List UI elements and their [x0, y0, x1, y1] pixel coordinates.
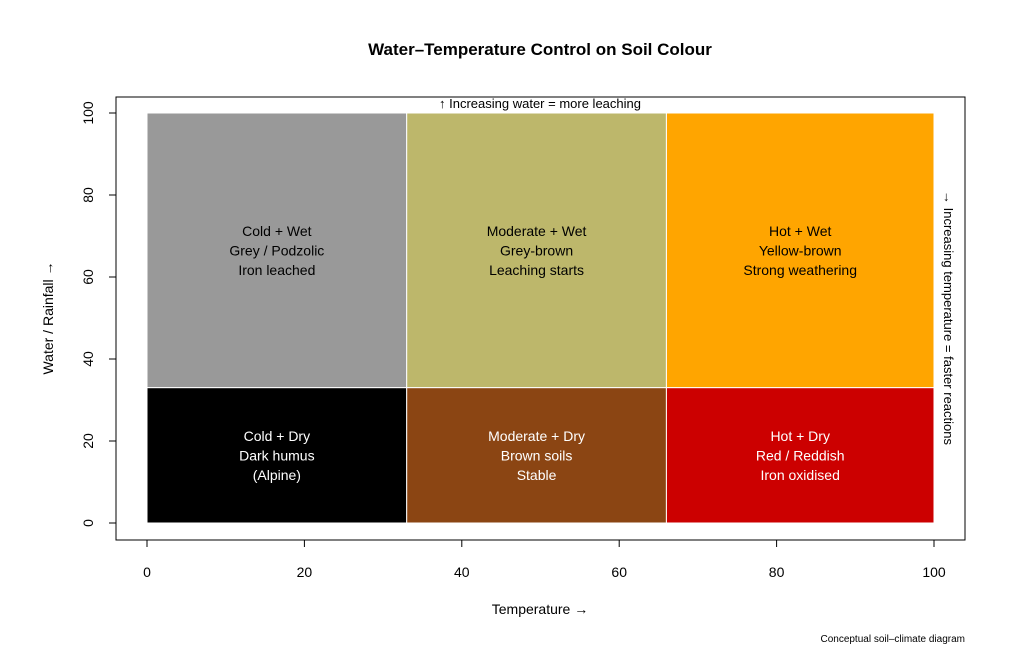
- cell-3: [146, 387, 408, 524]
- cell-4: [406, 387, 667, 524]
- cell-5: [665, 387, 935, 524]
- y-tick-label: 60: [80, 269, 96, 285]
- cell-1-line-2: Leaching starts: [489, 262, 584, 278]
- caption: Conceptual soil–climate diagram: [820, 634, 965, 645]
- cell-5-line-1: Red / Reddish: [756, 447, 845, 463]
- cell-labels-layer: Cold + Wet Grey / Podzolic Iron leached Mod…: [229, 223, 857, 483]
- y-axis-label: Water / Rainfall →: [40, 261, 56, 374]
- cell-1-line-0: Moderate + Wet: [487, 223, 587, 239]
- cell-4-line-2: Stable: [517, 467, 557, 483]
- x-axis: 0 20 40 60 80 100: [143, 539, 946, 580]
- x-tick-label: 60: [611, 564, 627, 580]
- cell-5-line-0: Hot + Dry: [770, 428, 830, 444]
- y-tick-label: 40: [80, 351, 96, 367]
- cell-0: [146, 112, 408, 389]
- cell-3-line-1: Dark humus: [239, 447, 314, 463]
- cell-4-line-1: Brown soils: [501, 447, 573, 463]
- cells-layer: [146, 112, 935, 524]
- y-tick-label: 100: [80, 101, 96, 125]
- y-tick-label: 0: [80, 519, 96, 527]
- cell-0-line-0: Cold + Wet: [242, 223, 311, 239]
- right-annotation: → Increasing temperature = faster reacti…: [941, 191, 956, 445]
- x-tick-label: 0: [143, 564, 151, 580]
- cell-5-line-2: Iron oxidised: [761, 467, 840, 483]
- cell-2-line-2: Strong weathering: [743, 262, 857, 278]
- y-tick-label: 20: [80, 433, 96, 449]
- cell-0-line-1: Grey / Podzolic: [229, 242, 324, 258]
- cell-0-line-2: Iron leached: [238, 262, 315, 278]
- chart-title: Water–Temperature Control on Soil Colour: [368, 40, 712, 59]
- x-tick-label: 80: [769, 564, 785, 580]
- cell-1-line-1: Grey-brown: [500, 242, 573, 258]
- cell-1: [406, 112, 667, 389]
- x-axis-label: Temperature →: [492, 601, 588, 617]
- cell-3-line-2: (Alpine): [253, 467, 301, 483]
- x-tick-label: 40: [454, 564, 470, 580]
- cell-2-line-1: Yellow-brown: [759, 242, 842, 258]
- top-annotation: ↑ Increasing water = more leaching: [439, 96, 641, 111]
- cell-3-line-0: Cold + Dry: [244, 428, 311, 444]
- x-tick-label: 100: [922, 564, 946, 580]
- y-tick-label: 80: [80, 187, 96, 203]
- cell-4-line-0: Moderate + Dry: [488, 428, 585, 444]
- cell-2-line-0: Hot + Wet: [769, 223, 831, 239]
- y-axis: 0 20 40 60 80 100: [80, 101, 117, 527]
- x-tick-label: 20: [297, 564, 313, 580]
- cell-2: [665, 112, 935, 389]
